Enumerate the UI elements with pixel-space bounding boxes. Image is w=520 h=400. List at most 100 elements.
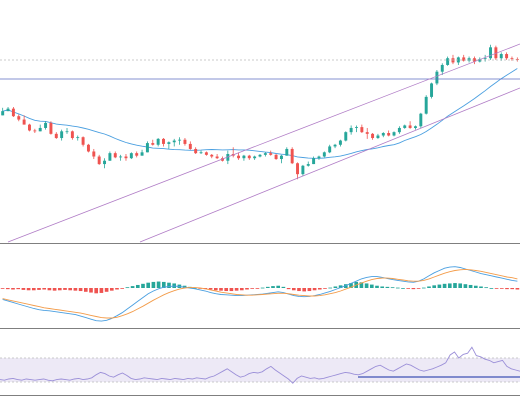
candle	[162, 138, 165, 147]
candle-body	[151, 143, 155, 145]
candle-body	[510, 58, 514, 60]
candle	[360, 124, 364, 133]
macd-histogram-bar	[380, 286, 385, 288]
candle	[430, 82, 434, 99]
macd-histogram-bar	[57, 288, 62, 291]
candle	[38, 124, 42, 132]
candle-body	[430, 83, 434, 97]
candle	[397, 126, 401, 134]
candle-body	[86, 144, 90, 152]
macd-histogram-bar	[401, 288, 405, 289]
macd-histogram-bar	[463, 284, 468, 288]
candle	[156, 138, 160, 147]
candle	[108, 151, 112, 161]
macd-histogram-bar	[265, 286, 270, 288]
macd-histogram-bar	[468, 284, 473, 288]
candle-body	[467, 58, 471, 61]
macd-histogram-bar	[510, 288, 515, 290]
macd-histogram-bar	[312, 288, 317, 291]
candle	[408, 121, 412, 129]
macd-histogram-bar	[297, 288, 301, 292]
candle-body	[494, 47, 498, 59]
candle-body	[462, 57, 466, 61]
candle	[376, 133, 380, 139]
macd-histogram-bar	[167, 282, 171, 288]
candle-body	[145, 143, 149, 153]
candle-body	[258, 154, 262, 157]
macd-histogram-bar	[489, 288, 494, 289]
candle	[6, 106, 10, 112]
candle	[237, 152, 241, 160]
candle	[328, 144, 332, 154]
macd-histogram-bar	[245, 288, 249, 290]
candle-body	[1, 111, 5, 116]
candle-body	[269, 153, 273, 155]
candle	[371, 133, 375, 140]
candle-body	[505, 54, 509, 59]
macd-histogram-bar	[307, 288, 312, 292]
macd-histogram-bar	[208, 288, 213, 290]
candle-body	[446, 58, 450, 65]
candle	[44, 121, 48, 130]
macd-histogram-bar	[271, 286, 275, 288]
candle-body	[188, 143, 192, 149]
macd-histogram-bar	[52, 288, 57, 291]
macd-histogram-bar	[94, 288, 99, 294]
candle-body	[76, 137, 80, 139]
candle-body	[242, 155, 246, 159]
macd-histogram-bar	[505, 288, 509, 290]
candle-body	[296, 163, 299, 175]
candle-body	[253, 156, 257, 159]
macd-histogram-bar	[234, 288, 239, 291]
candle-body	[413, 126, 417, 128]
macd-histogram-bar	[302, 288, 307, 292]
candle	[151, 139, 155, 146]
candle-body	[247, 155, 251, 159]
candle	[124, 154, 128, 161]
candle-body	[456, 57, 460, 63]
candle-body	[183, 139, 187, 144]
candle	[456, 56, 460, 65]
candle-body	[172, 140, 176, 143]
macd-histogram-bar	[73, 288, 78, 291]
macd-histogram-bar	[213, 288, 218, 291]
candle-body	[403, 125, 407, 128]
macd-histogram-bar	[21, 288, 26, 290]
candle	[199, 150, 203, 154]
macd-histogram-bar	[120, 288, 125, 289]
macd-histogram-bar	[42, 288, 47, 290]
candle	[505, 52, 509, 60]
candle	[86, 143, 90, 153]
candle	[451, 54, 455, 65]
macd-histogram-bar	[5, 288, 10, 290]
candle-body	[499, 54, 503, 59]
macd-panel	[0, 266, 520, 322]
macd-histogram-bar	[250, 288, 255, 289]
candle	[60, 129, 64, 141]
macd-histogram-bar	[364, 283, 369, 288]
candle-body	[301, 165, 305, 175]
macd-histogram-bar	[338, 285, 343, 288]
candle-body	[274, 154, 278, 160]
macd-histogram-bar	[16, 288, 21, 290]
candle-body	[81, 137, 85, 145]
macd-histogram-bar	[141, 283, 145, 288]
candle	[274, 154, 278, 160]
candle	[65, 127, 69, 134]
candle-body	[344, 132, 348, 141]
macd-histogram-bar	[99, 288, 104, 293]
candle-body	[424, 96, 428, 114]
candle-body	[279, 155, 283, 160]
candle-body	[119, 156, 123, 158]
candle	[258, 154, 262, 158]
candle	[103, 158, 107, 169]
macd-histogram-bar	[115, 288, 119, 290]
candle-body	[349, 127, 353, 133]
candle	[424, 95, 428, 115]
candle	[290, 147, 294, 165]
macd-histogram-bar	[229, 288, 234, 292]
macd-hist-layer	[0, 281, 520, 294]
candle	[467, 56, 471, 63]
candle	[462, 54, 466, 62]
